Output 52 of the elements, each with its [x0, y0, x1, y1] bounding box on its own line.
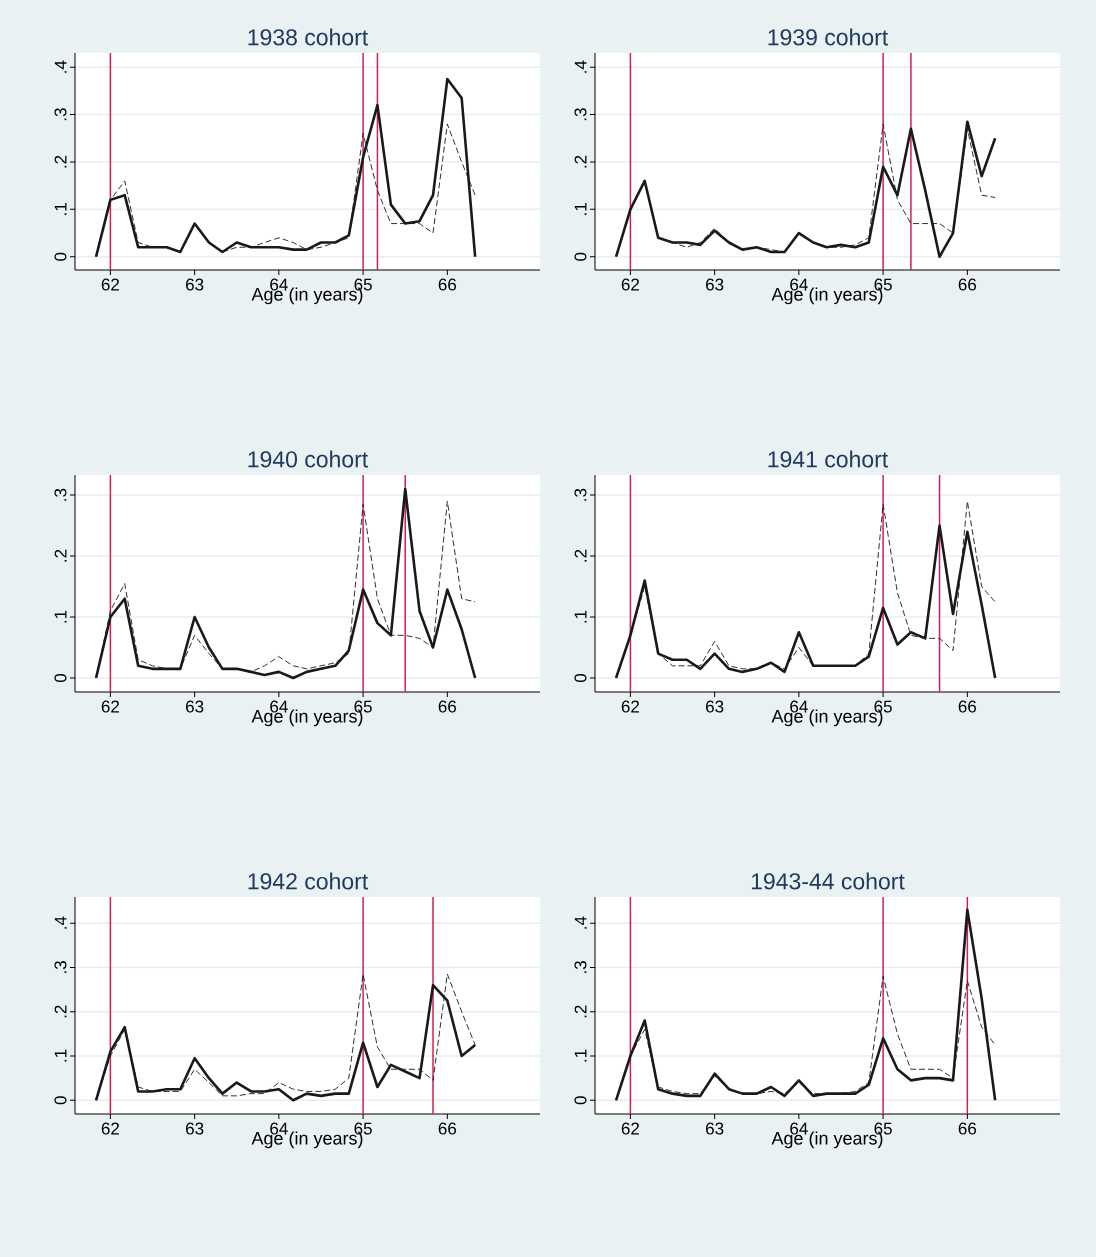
y-tick-label: .4 — [54, 916, 67, 929]
y-tick-label: .2 — [574, 155, 587, 168]
x-tick-label: 62 — [101, 278, 119, 291]
y-tick-label: .4 — [574, 916, 587, 929]
x-tick-label: 66 — [958, 1122, 977, 1135]
x-tick-label: 63 — [186, 700, 204, 713]
x-tick-label: 62 — [621, 278, 639, 291]
x-tick-label: 63 — [186, 1122, 204, 1135]
y-tick-label: .2 — [574, 549, 587, 562]
y-tick-label: .1 — [574, 610, 587, 623]
x-tick-label: 66 — [438, 278, 457, 291]
x-tick-label: 66 — [958, 700, 977, 713]
y-tick-label: .3 — [54, 108, 67, 121]
y-tick-label: .3 — [574, 961, 587, 973]
y-tick-label: .1 — [574, 203, 587, 215]
chart-title: 1940 cohort — [248, 450, 369, 468]
y-tick-label: .2 — [574, 1005, 587, 1018]
x-tick-label: 66 — [958, 278, 977, 291]
y-tick-label: .2 — [54, 155, 67, 168]
y-tick-label: 0 — [574, 1096, 587, 1105]
y-tick-label: .1 — [574, 1049, 587, 1062]
x-tick-label: 63 — [706, 1122, 724, 1135]
x-tick-label: 66 — [438, 700, 457, 713]
y-tick-label: .1 — [54, 203, 67, 215]
y-tick-label: 0 — [54, 252, 67, 261]
x-tick-label: 63 — [186, 278, 204, 291]
y-tick-label: .3 — [574, 488, 587, 501]
y-tick-label: 0 — [574, 673, 587, 683]
y-tick-label: .2 — [54, 1005, 67, 1018]
y-tick-label: 0 — [54, 673, 67, 683]
x-tick-label: 62 — [101, 700, 119, 713]
chart-title: 1939 cohort — [768, 28, 889, 46]
y-tick-label: .4 — [54, 60, 67, 73]
x-tick-label: 62 — [621, 700, 639, 713]
y-tick-label: .1 — [54, 1049, 67, 1062]
y-tick-label: 0 — [54, 1096, 67, 1105]
chart-title: 1942 cohort — [248, 872, 369, 890]
x-tick-label: 66 — [438, 1122, 457, 1135]
y-tick-label: .4 — [574, 60, 587, 73]
y-tick-label: .3 — [574, 108, 587, 121]
y-tick-label: .2 — [54, 549, 67, 562]
y-tick-label: .3 — [54, 488, 67, 501]
x-tick-label: 63 — [706, 278, 724, 291]
y-tick-label: 0 — [574, 252, 587, 261]
chart-title: 1943-44 cohort — [751, 872, 905, 890]
x-tick-label: 62 — [621, 1122, 639, 1135]
y-tick-label: .3 — [54, 961, 67, 973]
chart-title: 1938 cohort — [248, 28, 369, 46]
x-tick-label: 63 — [706, 700, 724, 713]
chart-title: 1941 cohort — [768, 450, 889, 468]
x-tick-label: 62 — [101, 1122, 119, 1135]
y-tick-label: .1 — [54, 610, 67, 623]
